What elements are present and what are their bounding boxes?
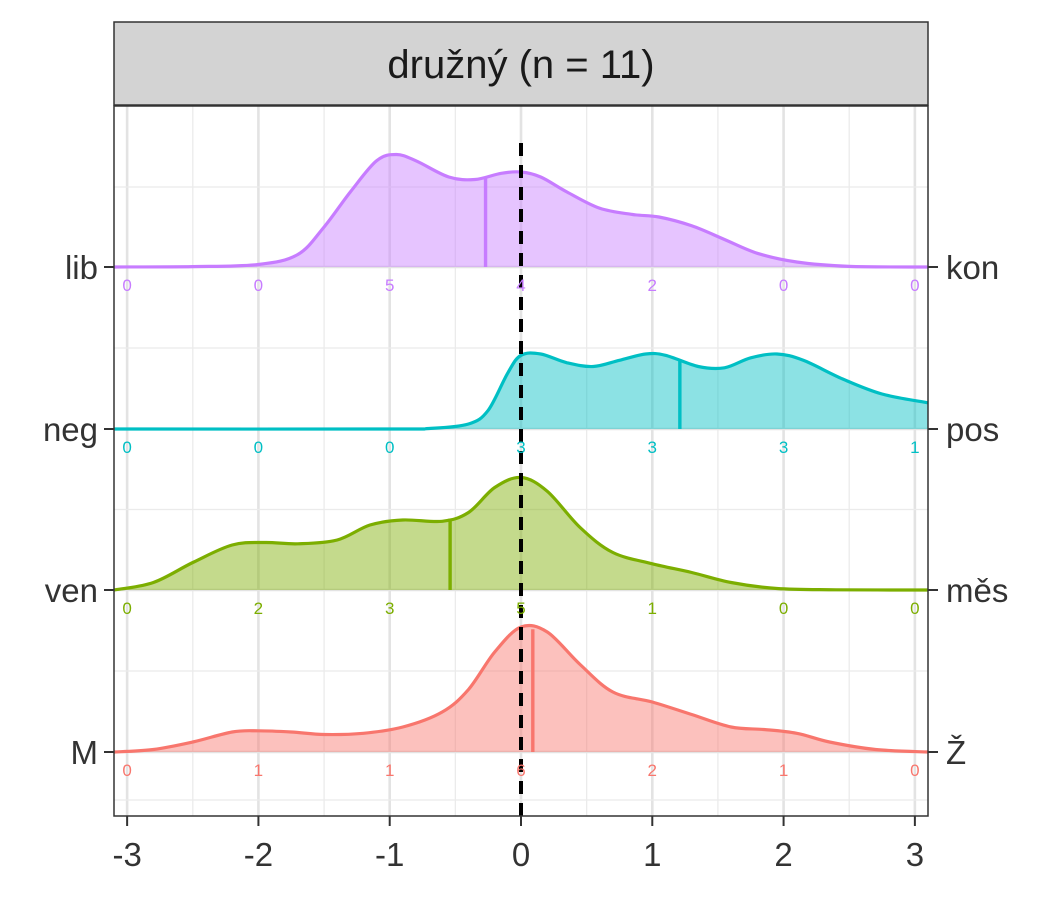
x-tick-label: -1 — [375, 836, 404, 873]
count-label: 5 — [385, 276, 394, 295]
count-label: 0 — [122, 761, 131, 780]
y-label-left: lib — [65, 249, 98, 286]
count-label: 1 — [910, 438, 919, 457]
count-label: 3 — [779, 438, 788, 457]
count-label: 0 — [122, 438, 131, 457]
y-label-left: ven — [45, 572, 98, 609]
count-label: 1 — [648, 599, 657, 618]
count-label: 2 — [648, 761, 657, 780]
count-label: 3 — [385, 599, 394, 618]
y-label-left: neg — [43, 411, 98, 448]
count-label: 0 — [779, 599, 788, 618]
x-tick-label: -2 — [244, 836, 273, 873]
y-label-right: měs — [946, 572, 1008, 609]
count-label: 0 — [122, 599, 131, 618]
density-curve — [113, 152, 929, 269]
count-label: 5 — [516, 599, 525, 618]
y-label-left: M — [71, 734, 99, 771]
y-label-right: kon — [946, 249, 999, 286]
facet-strip: družný (n = 11) — [113, 21, 929, 106]
facet-strip-background — [113, 21, 929, 106]
count-label: 3 — [648, 438, 657, 457]
count-label: 1 — [385, 761, 394, 780]
y-label-right: pos — [946, 411, 999, 448]
ridge-ven-měs — [113, 475, 929, 592]
count-label: 0 — [254, 438, 263, 457]
count-label: 0 — [122, 276, 131, 295]
density-fill — [114, 477, 928, 590]
count-label: 0 — [385, 438, 394, 457]
count-label: 6 — [516, 761, 525, 780]
x-tick-label: 3 — [906, 836, 924, 873]
count-label: 1 — [254, 761, 263, 780]
x-tick-label: 1 — [643, 836, 661, 873]
x-tick-label: 2 — [774, 836, 792, 873]
density-curve — [113, 351, 929, 431]
facet-strip-title: družný (n = 11) — [387, 43, 654, 87]
ridge-M-Ž — [113, 623, 929, 754]
count-label: 0 — [910, 276, 919, 295]
count-label: 0 — [910, 761, 919, 780]
count-label: 0 — [254, 276, 263, 295]
density-fill — [114, 625, 928, 752]
x-tick-label: 0 — [512, 836, 530, 873]
count-label: 4 — [516, 276, 525, 295]
y-label-right: Ž — [946, 734, 966, 771]
x-tick-label: -3 — [112, 836, 141, 873]
density-curve — [113, 623, 929, 754]
count-label: 0 — [779, 276, 788, 295]
count-label: 3 — [516, 438, 525, 457]
count-label: 0 — [910, 599, 919, 618]
count-label: 1 — [779, 761, 788, 780]
axes: -3 -2 -1 0 1 2 3 lib kon neg pos ven měs M Ž — [43, 249, 1008, 873]
count-labels: 0 0 5 4 2 0 0 0 0 0 3 3 3 1 0 2 3 5 1 0 0 0 1 1 6 2 1 0 — [122, 276, 919, 780]
density-curve — [113, 475, 929, 592]
count-label: 2 — [648, 276, 657, 295]
count-label: 2 — [254, 599, 263, 618]
